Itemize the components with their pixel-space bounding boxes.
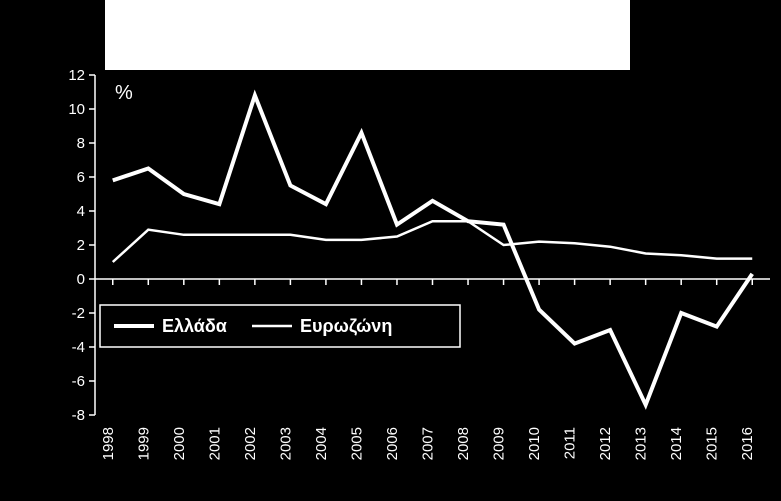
- x-tick-label: 2013: [633, 427, 650, 460]
- y-tick-label: -6: [72, 373, 85, 390]
- legend-label: Ευρωζώνη: [300, 316, 392, 337]
- y-tick-label: 2: [77, 237, 85, 254]
- series-line-Ελλάδα: [113, 95, 752, 404]
- y-tick-label: 10: [68, 101, 85, 118]
- x-tick-label: 2014: [668, 427, 685, 460]
- x-tick-label: 2011: [562, 427, 579, 459]
- y-tick-label: 0: [77, 271, 85, 288]
- line-chart: 12 10 8 6 4 2 0 -2 -4 -6 -8% 1998 1999 2000 2001 2002 20…: [0, 0, 781, 501]
- y-tick-label: 6: [77, 169, 85, 186]
- x-tick-label: 2015: [704, 427, 721, 460]
- x-tick-label: 2010: [526, 427, 543, 460]
- y-tick-label: 12: [68, 67, 85, 84]
- x-tick-label: 2009: [491, 427, 508, 460]
- x-tick-label: 2016: [739, 427, 756, 460]
- x-tick-label: 2003: [277, 427, 294, 460]
- y-tick-label: -8: [72, 407, 85, 424]
- x-tick-label: 2012: [597, 427, 614, 460]
- y-tick-label: -4: [72, 339, 85, 356]
- series-line-Ευρωζώνη: [113, 221, 752, 262]
- y-tick-label: 4: [77, 203, 85, 220]
- x-tick-label: 2000: [171, 427, 188, 460]
- x-tick-label: 2001: [206, 427, 223, 460]
- x-tick-label: 2004: [313, 427, 330, 460]
- x-tick-label: 2008: [455, 427, 472, 460]
- x-tick-label: 1999: [135, 427, 152, 460]
- y-tick-label: -2: [72, 305, 85, 322]
- legend-label: Ελλάδα: [162, 316, 227, 336]
- y-axis-unit: %: [115, 82, 133, 104]
- x-tick-label: 2007: [420, 427, 437, 460]
- x-tick-label: 2005: [348, 427, 365, 460]
- x-tick-label: 2006: [384, 427, 401, 460]
- x-tick-label: 2002: [242, 427, 259, 460]
- y-tick-label: 8: [77, 135, 85, 152]
- x-tick-label: 1998: [100, 427, 117, 460]
